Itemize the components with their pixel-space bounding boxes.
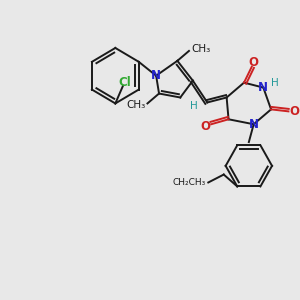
Text: CH₃: CH₃ (191, 44, 210, 54)
Text: H: H (190, 101, 198, 111)
Text: CH₂CH₃: CH₂CH₃ (172, 178, 206, 187)
Text: N: N (151, 69, 161, 82)
Text: H: H (271, 78, 279, 88)
Text: CH₃: CH₃ (126, 100, 146, 110)
Text: O: O (249, 56, 259, 69)
Text: N: N (258, 81, 268, 94)
Text: Cl: Cl (118, 76, 131, 89)
Text: O: O (200, 120, 210, 133)
Text: N: N (249, 118, 259, 131)
Text: O: O (289, 105, 299, 118)
